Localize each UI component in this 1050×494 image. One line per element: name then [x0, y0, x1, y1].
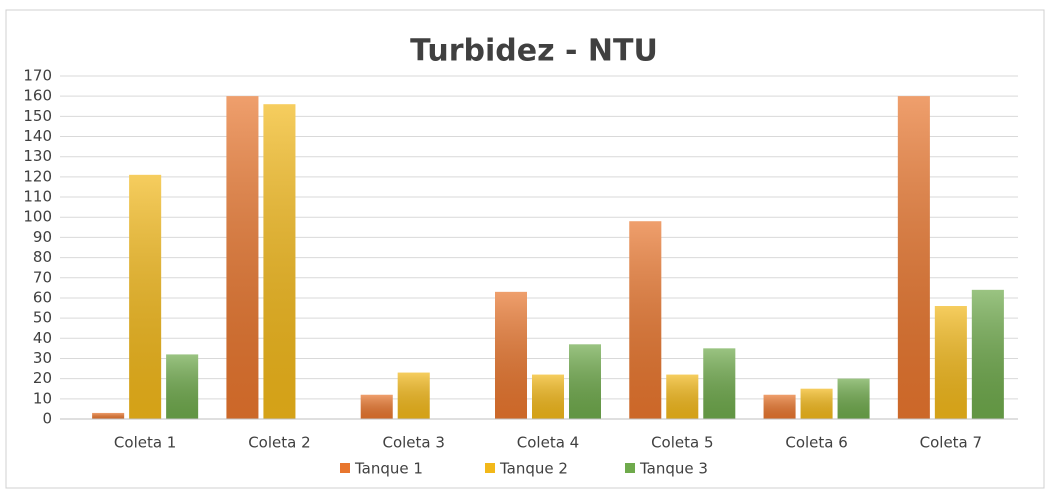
y-tick-label: 100 — [23, 208, 52, 226]
bar-shade — [360, 394, 393, 419]
bar-shade — [263, 104, 296, 419]
legend-swatch — [485, 463, 495, 473]
y-tick-label: 140 — [23, 127, 52, 145]
legend-label: Tanque 2 — [499, 460, 568, 478]
y-tick-label: 80 — [33, 248, 52, 266]
y-tick-label: 120 — [23, 167, 52, 185]
bar-shade — [92, 412, 125, 419]
bar-shade — [837, 378, 870, 419]
bar-shade — [800, 388, 833, 419]
bar-shade — [495, 291, 527, 419]
y-tick-label: 0 — [42, 410, 52, 428]
y-tick-label: 60 — [33, 288, 52, 306]
chart-title: Turbidez - NTU — [410, 34, 658, 69]
y-tick-label: 170 — [23, 67, 52, 85]
x-tick-label: Coleta 2 — [248, 434, 310, 452]
bar-shade — [226, 96, 259, 420]
bar-shade — [166, 354, 199, 419]
x-tick-label: Coleta 3 — [382, 434, 444, 452]
y-tick-label: 20 — [33, 369, 52, 387]
y-tick-label: 70 — [33, 268, 52, 286]
bar-shade — [971, 289, 1004, 419]
legend-label: Tanque 3 — [639, 460, 708, 478]
bar-shade — [129, 174, 162, 419]
y-tick-label: 130 — [23, 147, 52, 165]
legend-swatch — [340, 463, 350, 473]
y-tick-label: 10 — [33, 389, 52, 407]
bar-shade — [569, 344, 601, 419]
bar-shade — [397, 372, 430, 419]
y-tick-label: 30 — [33, 349, 52, 367]
bar-shade — [532, 374, 564, 419]
x-tick-label: Coleta 1 — [114, 434, 176, 452]
legend-swatch — [625, 463, 635, 473]
x-tick-label: Coleta 5 — [651, 434, 713, 452]
y-tick-label: 90 — [33, 228, 52, 246]
bar-shade — [703, 348, 736, 419]
y-tick-label: 160 — [23, 87, 52, 105]
bar-shade — [763, 394, 796, 419]
bar-shade — [666, 374, 699, 419]
y-tick-label: 150 — [23, 107, 52, 125]
y-tick-label: 50 — [33, 309, 52, 327]
bar-shade — [897, 96, 930, 420]
legend-label: Tanque 1 — [354, 460, 423, 478]
x-tick-label: Coleta 7 — [920, 434, 982, 452]
bar-shade — [629, 221, 662, 419]
y-tick-label: 40 — [33, 329, 52, 347]
x-tick-label: Coleta 6 — [785, 434, 847, 452]
y-tick-label: 110 — [23, 188, 52, 206]
bar-shade — [934, 306, 967, 419]
x-tick-label: Coleta 4 — [517, 434, 579, 452]
